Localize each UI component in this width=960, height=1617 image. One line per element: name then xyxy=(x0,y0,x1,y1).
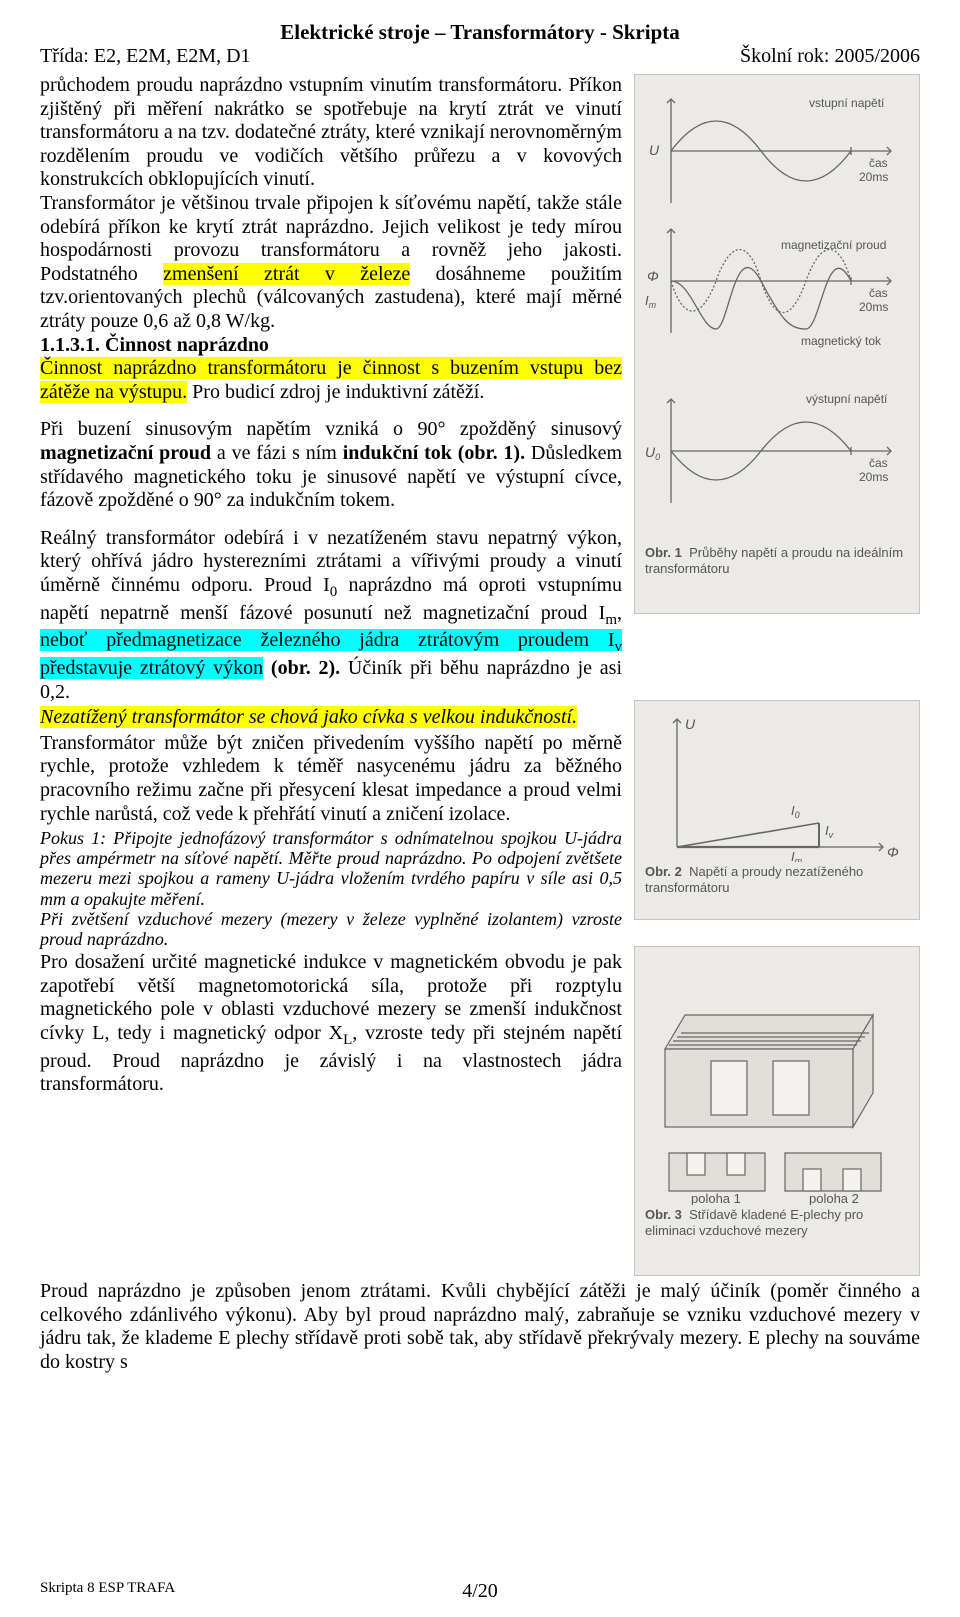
footer-center: 4/20 xyxy=(462,1580,498,1603)
f2-i0-sub: 0 xyxy=(795,810,800,820)
p2c: Pro budicí zdroj je induktivní zátěží. xyxy=(187,381,484,403)
svg-text:Im: Im xyxy=(645,293,657,310)
figure-2-caption: Obr. 2 Napětí a proudy nezatíženého tran… xyxy=(641,862,913,897)
figure-3: poloha 1 poloha 2 Obr. 3 Střídavě kladen… xyxy=(634,946,920,1276)
f1-cas3: čas xyxy=(869,456,888,470)
p4f: (obr. 2). xyxy=(263,657,340,679)
f1-cap-rest: Průběhy napětí a proudu na ideálním tran… xyxy=(645,545,903,576)
f2-phi: Φ xyxy=(887,844,899,860)
f1-20ms2: 20ms xyxy=(859,300,888,314)
pokus-block: Pokus 1: Připojte jednofázový transformá… xyxy=(40,828,622,949)
f1-vstup: vstupní napětí xyxy=(809,96,885,110)
svg-text:U0: U0 xyxy=(645,444,660,462)
section-title-text: Činnost naprázdno xyxy=(105,334,269,356)
p4e-text: představuje ztrátový výkon xyxy=(40,657,263,679)
figure-column: U čas 20ms vstupní napětí xyxy=(634,74,920,1276)
p2a-highlight: Činnost naprázdno xyxy=(40,357,196,379)
footer: Skripta 8 ESP TRAFA 4/20 xyxy=(40,1580,920,1597)
f1-magproud: magnetizační proud xyxy=(781,238,886,252)
p7a: Pokus 1: Připojte jednofázový transformá… xyxy=(40,828,622,908)
f1-u0-sub: 0 xyxy=(655,452,660,462)
paragraph-8: Pro dosažení určité magnetické indukce v… xyxy=(40,951,622,1097)
f1-phi: Φ xyxy=(647,268,659,284)
section-number: 1.1.3.1. xyxy=(40,334,100,356)
text-column: průchodem proudu naprázdno vstupním vinu… xyxy=(40,74,622,1276)
paragraph-5: Nezatížený transformátor se chová jako c… xyxy=(40,706,622,730)
p4c: , xyxy=(617,602,622,624)
svg-text:Iv: Iv xyxy=(825,823,834,840)
f2-u: U xyxy=(685,716,696,732)
figure-1-svg: U čas 20ms vstupní napětí xyxy=(641,81,909,541)
f1-cas2: čas xyxy=(869,286,888,300)
f1-vystup: výstupní napětí xyxy=(806,392,888,406)
p3d: indukční tok (obr. 1). xyxy=(343,442,525,464)
figure-3-caption: Obr. 3 Střídavě kladené E-plechy pro eli… xyxy=(641,1205,913,1240)
p5-highlight: Nezatížený transformátor se chová jako c… xyxy=(40,706,577,728)
p9: Proud naprázdno je způsoben jenom ztráta… xyxy=(40,1280,920,1373)
f1-magtok: magnetický tok xyxy=(801,334,882,348)
p3a: Při buzení sinusovým napětím vzniká o 90… xyxy=(40,418,622,440)
p4d-text: neboť předmagnetizace železného jádra zt… xyxy=(40,629,615,651)
figure-3-svg: poloha 1 poloha 2 xyxy=(641,953,909,1205)
f2-iv-sub: v xyxy=(829,830,834,840)
p1c-highlight: zmenšení ztrát v železe xyxy=(163,263,410,285)
p1a: průchodem proudu naprázdno vstupním vinu… xyxy=(40,74,622,190)
f2-im-sub: m xyxy=(795,856,803,862)
f3-p2: poloha 2 xyxy=(809,1191,859,1205)
f1-20ms3: 20ms xyxy=(859,470,888,484)
footer-left: Skripta 8 ESP TRAFA xyxy=(40,1580,175,1597)
f1-u: U xyxy=(649,142,660,158)
p4b-sub: m xyxy=(605,612,617,628)
svg-text:Im: Im xyxy=(791,849,803,862)
f1-im-sub: m xyxy=(649,300,657,310)
f3-cap-bold: Obr. 3 xyxy=(645,1207,682,1222)
paragraph-6: Transformátor může být zničen přivedením… xyxy=(40,732,622,826)
paragraph-9: Proud naprázdno je způsoben jenom ztráta… xyxy=(40,1280,920,1374)
figure-1-caption: Obr. 1 Průběhy napětí a proudu na ideáln… xyxy=(641,541,913,578)
figure-2-svg: U Φ I0 Iv Im xyxy=(641,707,909,862)
main-columns: průchodem proudu naprázdno vstupním vinu… xyxy=(40,74,920,1276)
p4d-sub: v xyxy=(615,639,623,655)
f3-p1: poloha 1 xyxy=(691,1191,741,1205)
header-row: Třída: E2, E2M, E2M, D1 Školní rok: 2005… xyxy=(40,45,920,68)
page: Elektrické stroje – Transformátory - Skr… xyxy=(0,0,960,1617)
doc-title: Elektrické stroje – Transformátory - Skr… xyxy=(40,20,920,45)
year-label: Školní rok: 2005/2006 xyxy=(740,45,920,68)
class-label: Třída: E2, E2M, E2M, D1 xyxy=(40,45,251,68)
figure-1: U čas 20ms vstupní napětí xyxy=(634,74,920,614)
p3b: magnetizační proud xyxy=(40,442,211,464)
f1-cas1: čas xyxy=(869,156,888,170)
f1-cap-bold: Obr. 1 xyxy=(645,545,682,560)
p6: Transformátor může být zničen přivedením… xyxy=(40,732,622,825)
paragraph-4: Reálný transformátor odebírá i v nezatíž… xyxy=(40,527,622,704)
f2-cap-bold: Obr. 2 xyxy=(645,864,682,879)
figure-2: U Φ I0 Iv Im Obr. 2 Napětí a proudy neza… xyxy=(634,700,920,920)
svg-text:I0: I0 xyxy=(791,803,800,820)
f1-20ms1: 20ms xyxy=(859,170,888,184)
p3c: a ve fázi s ním xyxy=(211,442,343,464)
p8a-sub: L xyxy=(343,1032,352,1048)
p7b: Při zvětšení vzduchové mezery (mezery v … xyxy=(40,909,622,949)
paragraph-1: průchodem proudu naprázdno vstupním vinu… xyxy=(40,74,622,404)
paragraph-3: Při buzení sinusovým napětím vzniká o 90… xyxy=(40,418,622,512)
